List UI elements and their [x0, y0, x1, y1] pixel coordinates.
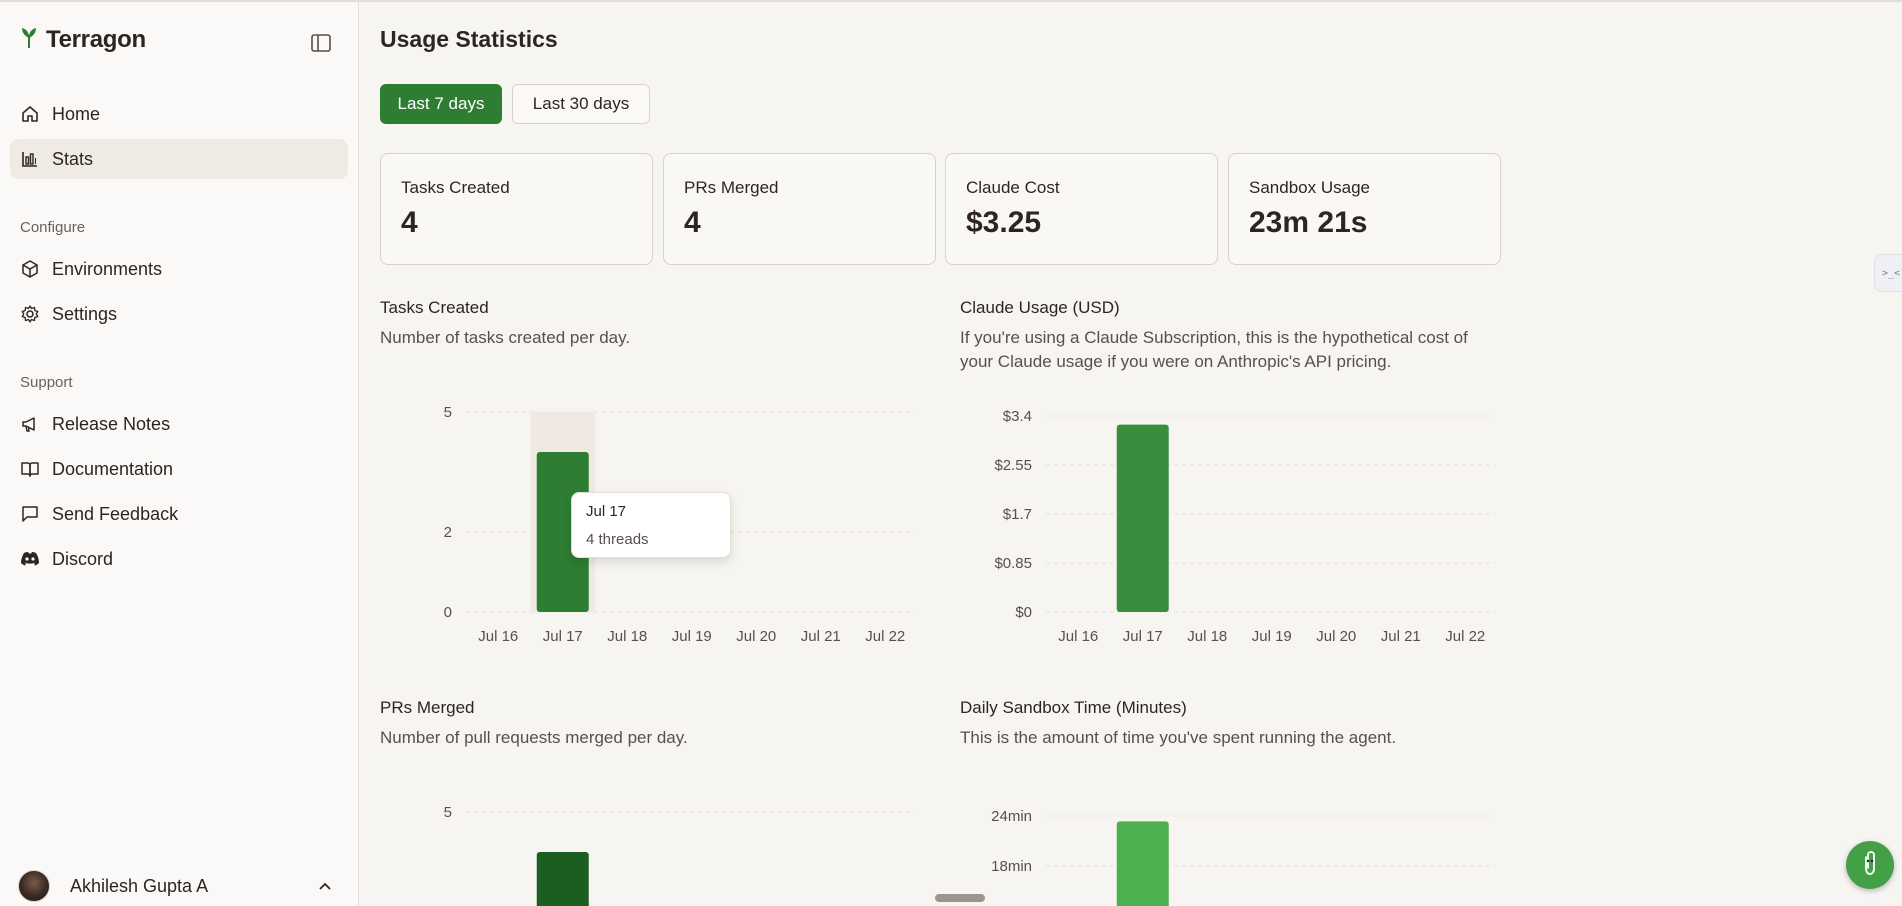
x-tick-label: Jul 20 — [736, 628, 776, 645]
cost-chart-title: Claude Usage (USD) — [960, 298, 1120, 317]
y-tick-label: 0 — [444, 604, 452, 621]
y-tick-label: 5 — [444, 404, 452, 421]
box-icon — [20, 259, 40, 279]
y-tick-label: $2.55 — [994, 457, 1032, 474]
prs-chart-title: PRs Merged — [380, 698, 475, 717]
discord-icon — [20, 549, 40, 569]
stat-value: 4 — [684, 206, 701, 239]
stat-label: Claude Cost — [966, 178, 1060, 197]
stat-value: $3.25 — [966, 206, 1042, 239]
x-tick-label: Jul 22 — [1445, 628, 1485, 645]
x-tick-label: Jul 21 — [801, 628, 841, 645]
stat-value: 4 — [401, 206, 418, 239]
y-tick-label: $3.4 — [1003, 408, 1032, 425]
support-section-label: Support — [20, 374, 73, 391]
sidebar: Terragon Home Stats Configure Environmen… — [0, 2, 359, 906]
sidebar-item-label: Home — [52, 103, 101, 124]
sidebar-item-environments[interactable]: Environments — [10, 249, 348, 289]
last-30-days-button[interactable]: Last 30 days — [512, 84, 650, 124]
home-icon — [20, 104, 40, 124]
sidebar-item-label: Documentation — [52, 458, 174, 479]
sidebar-item-label: Stats — [52, 148, 94, 169]
x-tick-label: Jul 22 — [865, 628, 905, 645]
x-tick-label: Jul 21 — [1381, 628, 1421, 645]
sidebar-item-label: Settings — [52, 303, 118, 324]
main-content: Usage Statistics Last 7 days Last 30 day… — [360, 2, 1902, 906]
tasks-chart-title: Tasks Created — [380, 298, 489, 317]
x-tick-label: Jul 20 — [1316, 628, 1356, 645]
book-icon — [20, 459, 40, 479]
sidebar-item-settings[interactable]: Settings — [10, 294, 348, 334]
message-icon — [20, 504, 40, 524]
chart-tooltip: Jul 17 4 threads — [571, 492, 731, 558]
y-tick-label: $0 — [1015, 604, 1032, 621]
x-tick-label: Jul 18 — [607, 628, 647, 645]
x-tick-label: Jul 16 — [1058, 628, 1098, 645]
leaf-logo-icon — [20, 27, 38, 54]
user-name: Akhilesh Gupta A — [70, 875, 209, 896]
chevron-up-icon[interactable] — [318, 878, 332, 896]
tooltip-value: 4 threads — [586, 531, 649, 548]
bar-jul-17 — [536, 852, 589, 906]
sidebar-item-release-notes[interactable]: Release Notes — [10, 404, 348, 444]
stat-card-tasks-created: Tasks Created 4 — [380, 153, 653, 265]
x-tick-label: Jul 19 — [1252, 628, 1292, 645]
cost-chart-description: If you're using a Claude Subscription, t… — [960, 328, 1468, 371]
y-tick-label: $1.7 — [1003, 506, 1032, 523]
stat-card-sandbox-usage: Sandbox Usage 23m 21s — [1228, 153, 1501, 265]
sandbox-chart-description: This is the amount of time you've spent … — [960, 728, 1397, 747]
x-tick-label: Jul 16 — [478, 628, 518, 645]
y-tick-label: $0.85 — [994, 555, 1032, 572]
page-title: Usage Statistics — [380, 26, 558, 52]
configure-section-label: Configure — [20, 219, 86, 236]
scroll-handle[interactable] — [935, 894, 985, 902]
sandbox-chart-title: Daily Sandbox Time (Minutes) — [960, 698, 1187, 717]
stat-value: 23m 21s — [1249, 206, 1368, 239]
stat-card-claude-cost: Claude Cost $3.25 — [945, 153, 1218, 265]
stat-label: PRs Merged — [684, 178, 779, 197]
x-tick-label: Jul 17 — [543, 628, 583, 645]
sidebar-item-discord[interactable]: Discord — [10, 539, 348, 579]
stat-label: Sandbox Usage — [1249, 178, 1370, 197]
user-menu[interactable]: Akhilesh Gupta A — [18, 870, 208, 902]
sidebar-toggle-icon[interactable] — [308, 30, 334, 56]
brand[interactable]: Terragon — [20, 26, 146, 54]
stat-card-prs-merged: PRs Merged 4 — [663, 153, 936, 265]
sidebar-item-stats[interactable]: Stats — [10, 139, 348, 179]
bar-chart-icon — [20, 149, 40, 169]
sidebar-item-home[interactable]: Home — [10, 94, 348, 134]
sidebar-item-label: Environments — [52, 258, 163, 279]
prs-chart-description: Number of pull requests merged per day. — [380, 728, 688, 747]
side-panel-tab[interactable]: >_< — [1874, 254, 1902, 292]
x-tick-label: Jul 17 — [1123, 628, 1163, 645]
tasks-chart-description: Number of tasks created per day. — [380, 328, 631, 347]
last-7-days-button[interactable]: Last 7 days — [380, 84, 502, 124]
sidebar-item-label: Send Feedback — [52, 503, 179, 524]
paperclip-icon — [1859, 849, 1881, 882]
y-tick-label: 18min — [991, 858, 1032, 875]
x-tick-label: Jul 19 — [672, 628, 712, 645]
bar-jul-17 — [1116, 821, 1169, 906]
app-name: Terragon — [46, 26, 146, 53]
sidebar-item-documentation[interactable]: Documentation — [10, 449, 348, 489]
gear-icon — [20, 304, 40, 324]
sidebar-item-label: Discord — [52, 548, 114, 569]
y-tick-label: 24min — [991, 808, 1032, 825]
assistant-fab-button[interactable] — [1846, 841, 1894, 889]
avatar — [18, 870, 50, 902]
sidebar-item-label: Release Notes — [52, 413, 171, 434]
sidebar-item-send-feedback[interactable]: Send Feedback — [10, 494, 348, 534]
y-tick-label: 2 — [444, 524, 452, 541]
y-tick-label: 5 — [444, 804, 452, 821]
x-tick-label: Jul 18 — [1187, 628, 1227, 645]
stat-label: Tasks Created — [401, 178, 510, 197]
top-border — [0, 0, 1902, 2]
bar-jul-17 — [1116, 424, 1169, 612]
tooltip-date: Jul 17 — [586, 503, 627, 520]
megaphone-icon — [20, 414, 40, 434]
